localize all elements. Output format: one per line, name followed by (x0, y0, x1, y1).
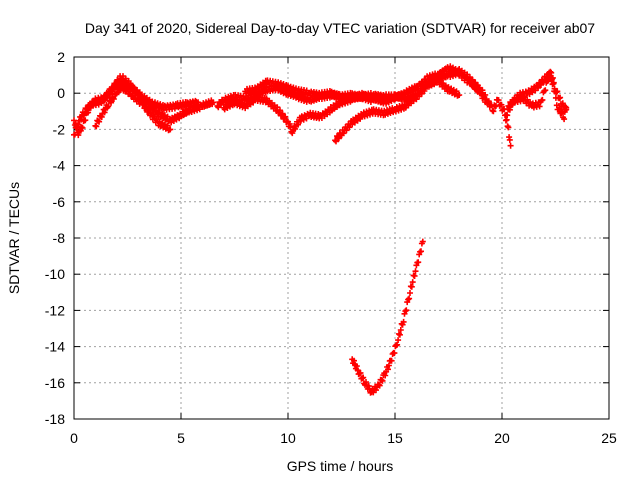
series-track-j (349, 238, 426, 396)
x-tick-label: 20 (494, 430, 510, 446)
y-tick-label: -16 (45, 375, 65, 391)
y-tick-label: -4 (53, 158, 66, 174)
y-tick-label: -18 (45, 411, 65, 427)
marker-trace (503, 68, 570, 119)
marker-trace (92, 77, 202, 130)
y-tick-label: 0 (57, 85, 65, 101)
marker-trace (349, 238, 426, 396)
y-axis-label: SDTVAR / TECUs (6, 182, 22, 294)
y-tick-label: -10 (45, 266, 65, 282)
y-tick-label: -6 (53, 194, 66, 210)
x-tick-label: 25 (601, 430, 617, 446)
x-tick-label: 5 (177, 430, 185, 446)
y-tick-label: 2 (57, 49, 65, 65)
series-track-i (503, 68, 570, 119)
y-tick-label: -14 (45, 339, 65, 355)
x-tick-label: 10 (280, 430, 296, 446)
series-track-c (92, 77, 202, 130)
y-tick-label: -8 (53, 230, 66, 246)
data-points (71, 63, 570, 396)
x-axis-label: GPS time / hours (287, 458, 394, 474)
marker-trace (332, 75, 463, 145)
x-tick-label: 15 (387, 430, 403, 446)
chart-title: Day 341 of 2020, Sidereal Day-to-day VTE… (85, 20, 595, 36)
series-track-f (242, 63, 490, 106)
y-tick-label: -12 (45, 302, 65, 318)
x-tick-label: 0 (70, 430, 78, 446)
series-track-g (332, 75, 463, 145)
marker-trace (242, 63, 490, 106)
y-tick-label: -2 (53, 121, 66, 137)
